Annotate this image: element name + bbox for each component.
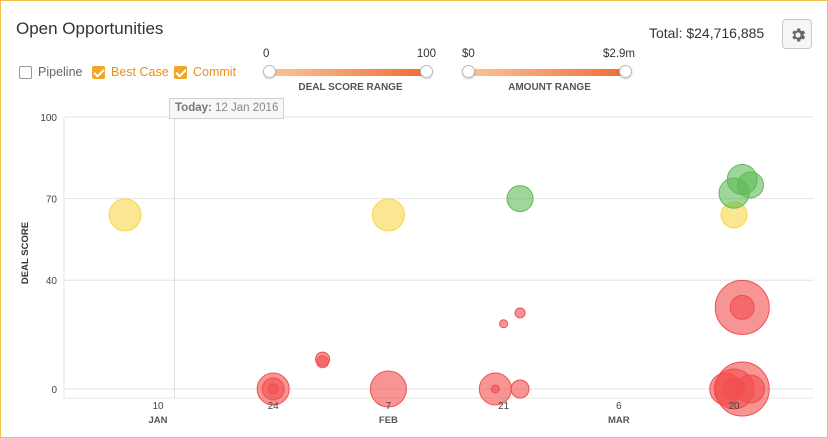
x-tick-month: JAN [148, 415, 167, 426]
deal-score-range-label: DEAL SCORE RANGE [298, 82, 403, 93]
deal-score-min-handle[interactable] [263, 65, 276, 78]
opportunity-bubble-pipeline[interactable] [267, 383, 279, 395]
y-axis-title: DEAL SCORE [20, 222, 31, 284]
y-tick-label: 70 [46, 195, 58, 206]
opportunity-bubble-pipeline[interactable] [499, 319, 509, 329]
deal-score-max-handle[interactable] [420, 65, 433, 78]
y-tick-label: 0 [51, 385, 57, 396]
opportunity-bubble-commit[interactable] [506, 185, 534, 213]
amount-max-handle[interactable] [619, 65, 632, 78]
best-case-label: Best Case [111, 65, 169, 79]
filter-best-case[interactable]: Best Case [92, 65, 169, 79]
amount-track [466, 69, 630, 76]
deal-score-track [267, 69, 431, 76]
total-amount: Total: $24,716,885 [649, 25, 765, 41]
today-label: Today: 12 Jan 2016 [169, 98, 285, 119]
x-tick-day: 6 [616, 401, 622, 412]
opportunity-bubble-pipeline[interactable] [490, 384, 500, 394]
best-case-checkbox[interactable] [92, 65, 105, 79]
opportunity-bubble-pipeline[interactable] [510, 379, 530, 399]
amount-range-slider[interactable]: $0 $2.9m AMOUNT RANGE [462, 48, 637, 98]
amount-min-handle[interactable] [462, 65, 475, 78]
opportunity-bubble-pipeline[interactable] [514, 307, 526, 319]
settings-button[interactable] [782, 19, 812, 49]
deal-score-max: 100 [416, 48, 436, 60]
amount-min: $0 [462, 48, 475, 60]
x-tick-day: 21 [498, 401, 510, 412]
panel-title: Open Opportunities [16, 19, 164, 38]
opportunity-bubble-best-case[interactable] [108, 198, 142, 232]
x-tick-day: 20 [728, 401, 740, 412]
x-tick-month: FEB [379, 415, 398, 426]
x-tick-day: 7 [386, 401, 392, 412]
commit-checkbox[interactable] [174, 65, 187, 79]
y-tick-label: 40 [46, 276, 58, 287]
pipeline-checkbox[interactable] [19, 65, 32, 79]
filter-commit[interactable]: Commit [174, 65, 236, 79]
x-tick-month: MAR [608, 415, 630, 426]
deal-score-range-slider[interactable]: 0 100 DEAL SCORE RANGE [263, 48, 438, 98]
opportunity-bubble-pipeline[interactable] [729, 294, 755, 320]
today-date: 12 Jan 2016 [215, 102, 279, 114]
pipeline-label: Pipeline [38, 65, 83, 79]
amount-range-label: AMOUNT RANGE [508, 82, 591, 93]
gear-icon [792, 28, 806, 42]
y-tick-label: 100 [40, 113, 57, 124]
filter-pipeline[interactable]: Pipeline [19, 65, 82, 79]
opportunity-bubble-pipeline[interactable] [369, 370, 407, 408]
opportunity-bubble-commit[interactable] [736, 171, 764, 199]
deal-score-min: 0 [263, 48, 270, 60]
opportunity-bubble-pipeline[interactable] [722, 377, 746, 401]
opportunity-bubble-best-case[interactable] [371, 198, 405, 232]
commit-label: Commit [193, 65, 237, 79]
opportunity-bubble-pipeline[interactable] [316, 355, 330, 369]
x-tick-day: 24 [268, 401, 280, 412]
x-tick-day: 10 [152, 401, 164, 412]
today-prefix: Today: [175, 102, 212, 114]
amount-max: $2.9m [603, 48, 635, 60]
